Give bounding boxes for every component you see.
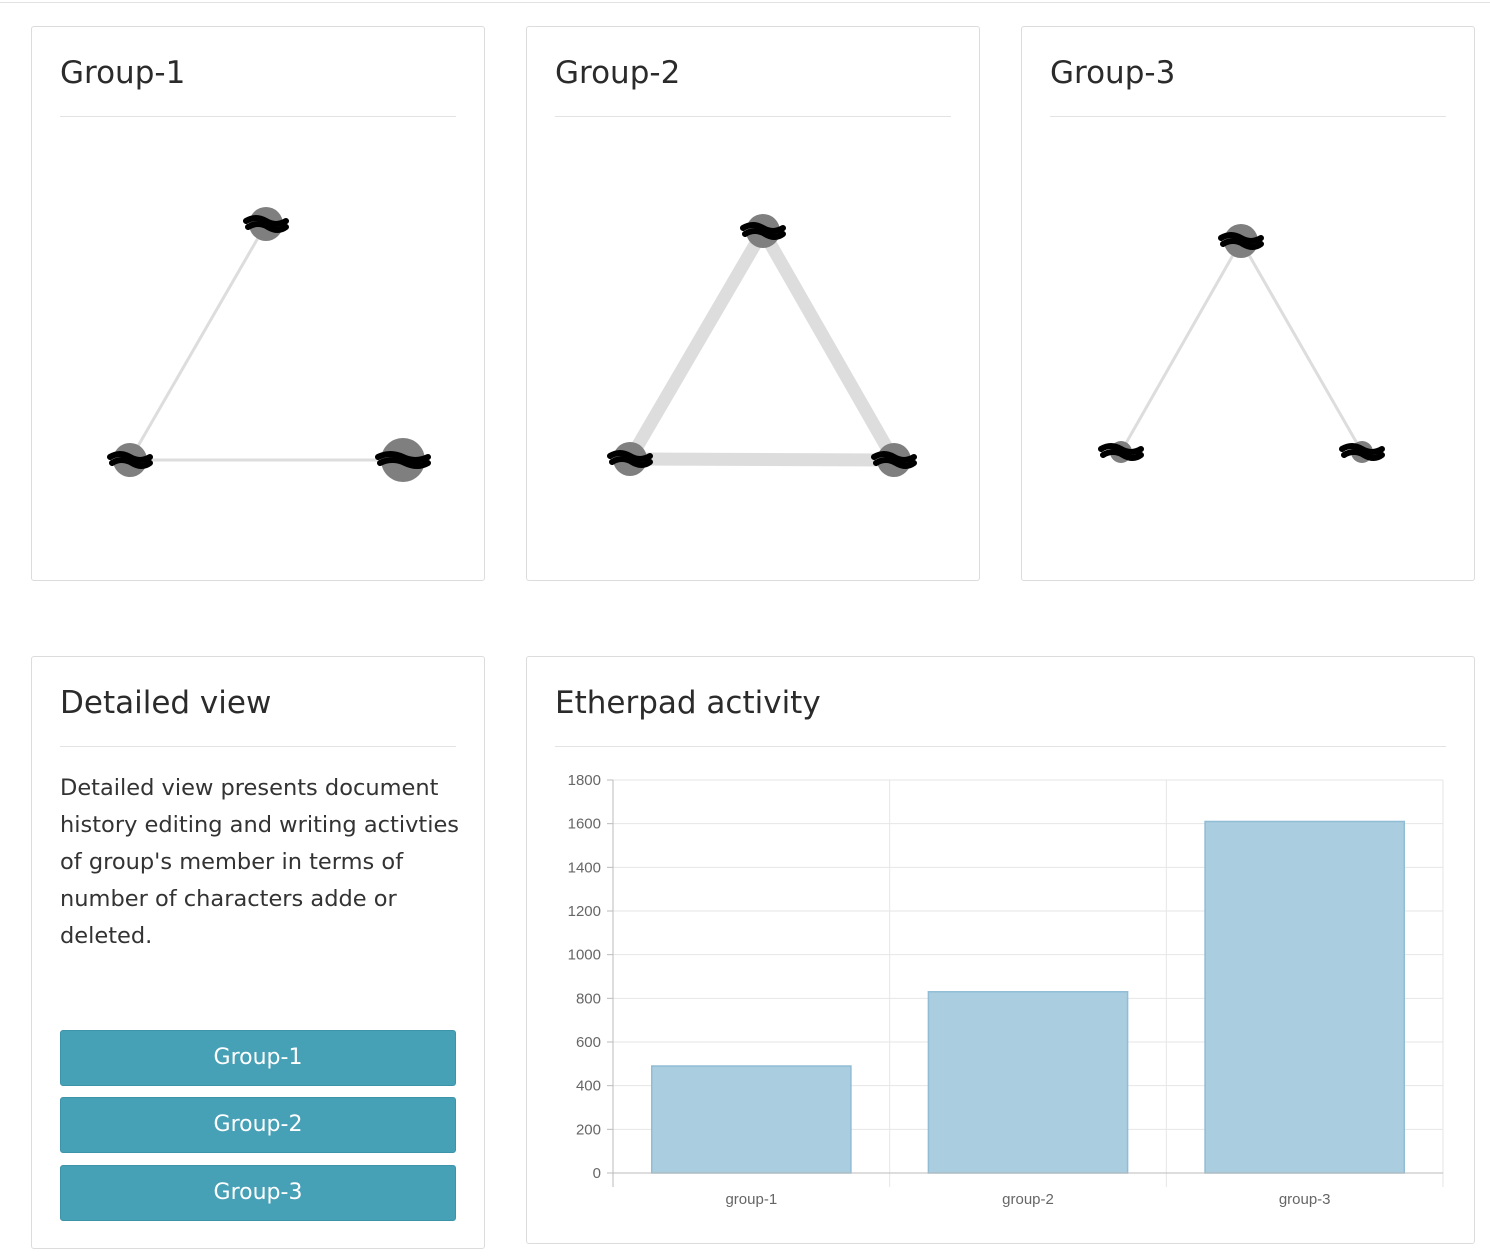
network-edge: [756, 224, 901, 467]
panel-title: Detailed view: [60, 685, 272, 721]
x-tick-label: group-1: [725, 1191, 777, 1208]
y-tick-label: 200: [576, 1121, 601, 1138]
network-graph-group-3[interactable]: [1022, 27, 1476, 582]
y-tick-label: 0: [593, 1165, 601, 1182]
redacted-name-mark: [1218, 232, 1264, 250]
network-panel-group-1: Group-1: [31, 26, 485, 581]
network-edge: [623, 452, 901, 467]
y-tick-label: 600: [576, 1034, 601, 1051]
network-edge: [128, 222, 268, 462]
panel-divider: [60, 116, 456, 117]
network-panel-group-2: Group-2: [526, 26, 980, 581]
redacted-name-mark: [871, 451, 917, 469]
group-1-button[interactable]: Group-1: [60, 1030, 456, 1086]
detailed-view-panel: Detailed view Detailed view presents doc…: [31, 656, 485, 1249]
network-edge: [623, 224, 770, 466]
panel-divider: [555, 116, 951, 117]
etherpad-activity-chart: 0 200 400 600 800 1000 1200 1400 1600 1800 group-1…: [568, 772, 1444, 1208]
group-3-button[interactable]: Group-3: [60, 1165, 456, 1221]
network-panel-group-3: Group-3: [1021, 26, 1475, 581]
etherpad-activity-panel: Etherpad activity 0 200 400 600 800 1000 1200 1…: [526, 656, 1475, 1244]
y-tick-label: 1200: [568, 903, 601, 920]
panel-title: Etherpad activity: [555, 685, 821, 721]
bar-group-1: [650, 1065, 852, 1174]
y-tick-label: 800: [576, 990, 601, 1007]
y-tick-label: 1600: [568, 816, 601, 833]
network-graph-group-2[interactable]: [527, 27, 981, 582]
redacted-name-mark: [1339, 443, 1385, 461]
network-edge: [1239, 239, 1364, 454]
bar-group-3: [1204, 820, 1406, 1174]
bar-group-2: [927, 991, 1129, 1174]
x-tick-label: group-3: [1279, 1191, 1331, 1208]
top-divider: [0, 2, 1490, 3]
network-graph-group-1[interactable]: [32, 27, 486, 582]
panel-divider: [555, 746, 1446, 747]
network-edge: [1119, 239, 1243, 454]
redacted-name-mark: [740, 222, 786, 240]
redacted-name-mark: [607, 450, 653, 468]
panel-title: Group-3: [1050, 55, 1176, 91]
y-tick-label: 1000: [568, 947, 601, 964]
redacted-name-mark: [243, 215, 289, 233]
y-tick-label: 1800: [568, 772, 601, 789]
redacted-name-mark: [375, 451, 431, 469]
panel-divider: [1050, 116, 1446, 117]
panel-divider: [60, 746, 456, 747]
redacted-name-mark: [107, 451, 153, 469]
panel-title: Group-1: [60, 55, 186, 91]
redacted-name-mark: [1098, 443, 1144, 461]
detailed-view-description: Detailed view presents document history …: [60, 775, 460, 949]
y-tick-label: 400: [576, 1078, 601, 1095]
panel-title: Group-2: [555, 55, 681, 91]
x-tick-label: group-2: [1002, 1191, 1054, 1208]
group-2-button[interactable]: Group-2: [60, 1097, 456, 1153]
y-tick-label: 1400: [568, 859, 601, 876]
